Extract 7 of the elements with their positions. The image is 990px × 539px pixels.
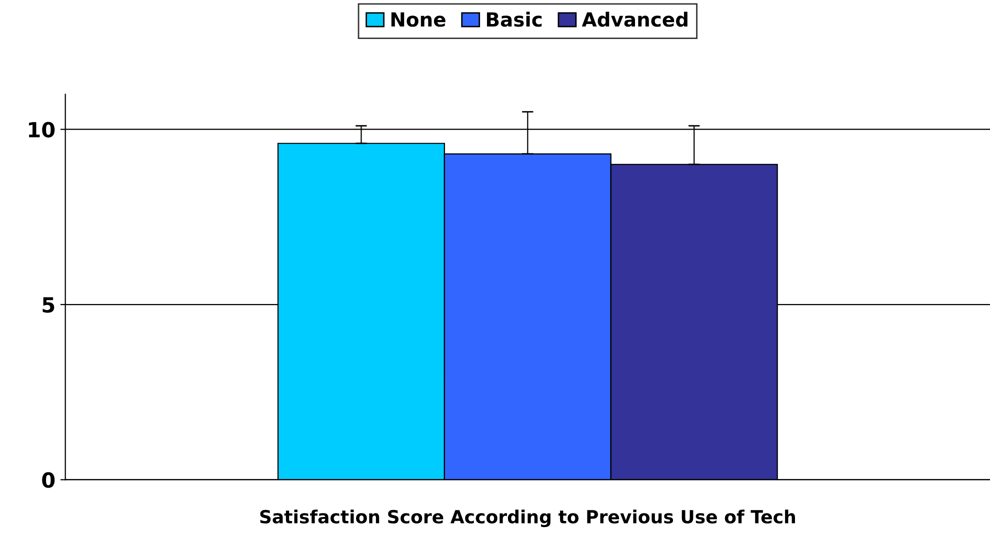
- y-tick-label: 10: [28, 122, 55, 138]
- legend-label: Basic: [486, 12, 542, 27]
- y-tick-label: 0: [42, 472, 55, 488]
- legend-label: Advanced: [582, 12, 688, 27]
- y-tick-label: 5: [42, 297, 54, 313]
- x-axis-title: Satisfaction Score According to Previous Use of Tech: [260, 510, 795, 528]
- legend-label: None: [391, 12, 446, 27]
